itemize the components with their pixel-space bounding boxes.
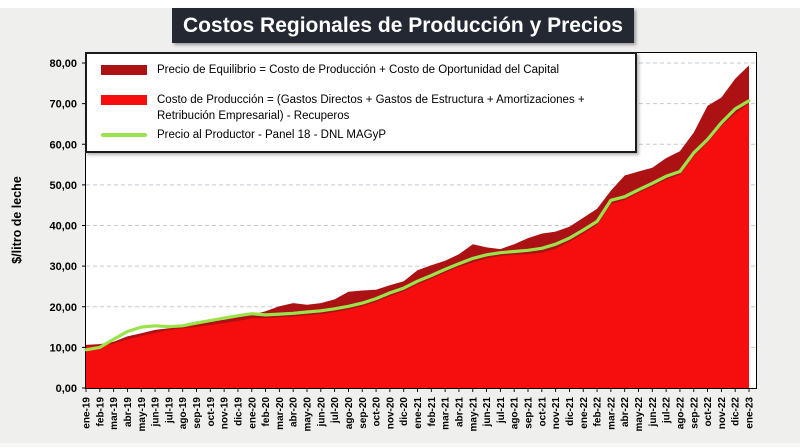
legend-item-costo-produccion: Costo de Producción = (Gastos Directos +…: [97, 92, 625, 124]
svg-text:nov-20: nov-20: [385, 397, 396, 430]
svg-text:abr-21: abr-21: [454, 397, 465, 427]
svg-text:dic-19: dic-19: [233, 397, 244, 426]
chart-legend: Precio de Equilibrio = Costo de Producci…: [85, 52, 637, 153]
svg-text:ene-19: ene-19: [82, 397, 93, 429]
svg-text:20,00: 20,00: [49, 302, 77, 314]
svg-text:10,00: 10,00: [49, 342, 77, 354]
svg-text:jun-22: jun-22: [648, 397, 659, 428]
svg-text:nov-19: nov-19: [220, 397, 231, 430]
svg-text:abr-20: abr-20: [289, 397, 300, 427]
svg-text:ene-20: ene-20: [247, 397, 258, 429]
chart-canvas: 0,00 10,00 20,00 30,00 40,00 50,00 60,00 70,00 8…: [49, 58, 756, 431]
legend-item-precio-equilibrio: Precio de Equilibrio = Costo de Producci…: [97, 62, 625, 78]
svg-text:30,00: 30,00: [49, 261, 77, 273]
svg-text:sep-22: sep-22: [689, 397, 700, 429]
svg-text:oct-19: oct-19: [206, 397, 217, 427]
svg-text:feb-21: feb-21: [427, 397, 438, 427]
svg-text:jun-20: jun-20: [316, 397, 327, 428]
legend-swatch-red: [101, 95, 147, 106]
svg-text:jul-20: jul-20: [330, 397, 341, 425]
svg-text:abr-19: abr-19: [123, 397, 134, 427]
svg-text:nov-22: nov-22: [717, 397, 728, 430]
svg-text:ago-19: ago-19: [178, 397, 189, 430]
svg-text:jun-21: jun-21: [482, 397, 493, 428]
legend-swatch-green-line: [101, 133, 147, 137]
svg-text:oct-20: oct-20: [372, 397, 383, 427]
legend-swatch-dark-red: [101, 65, 147, 75]
legend-label: Precio de Equilibrio = Costo de Producci…: [157, 64, 560, 76]
svg-text:feb-19: feb-19: [95, 397, 106, 427]
svg-text:may-20: may-20: [303, 397, 314, 432]
svg-text:oct-22: oct-22: [703, 397, 714, 427]
legend-label: Costo de Producción = (Gastos Directos +…: [157, 94, 585, 123]
svg-text:jul-21: jul-21: [496, 397, 507, 425]
y-axis-title: $/litro de leche: [10, 176, 24, 264]
bottom-strip: [0, 443, 800, 447]
svg-text:dic-21: dic-21: [565, 397, 576, 426]
svg-text:jun-19: jun-19: [151, 397, 162, 428]
svg-text:70,00: 70,00: [49, 99, 77, 111]
svg-text:ene-21: ene-21: [413, 397, 424, 429]
svg-text:dic-20: dic-20: [399, 397, 410, 426]
svg-text:ago-20: ago-20: [344, 397, 355, 430]
svg-text:sep-21: sep-21: [524, 397, 535, 429]
svg-text:may-19: may-19: [137, 397, 148, 432]
svg-text:jul-19: jul-19: [164, 397, 175, 425]
svg-text:abr-22: abr-22: [620, 397, 631, 427]
svg-text:may-21: may-21: [468, 397, 479, 432]
legend-label: Precio al Productor - Panel 18 - DNL MAG…: [157, 129, 387, 142]
top-white-strip: [0, 0, 800, 8]
svg-text:50,00: 50,00: [49, 180, 77, 192]
svg-text:ene-23: ene-23: [745, 397, 756, 429]
svg-text:mar-20: mar-20: [275, 397, 286, 430]
svg-text:ago-21: ago-21: [510, 397, 521, 430]
svg-text:sep-19: sep-19: [192, 397, 203, 429]
svg-text:80,00: 80,00: [49, 58, 77, 70]
svg-text:may-22: may-22: [634, 397, 645, 432]
svg-text:oct-21: oct-21: [537, 397, 548, 427]
svg-text:ago-22: ago-22: [675, 397, 686, 430]
svg-text:mar-22: mar-22: [606, 397, 617, 430]
svg-text:dic-22: dic-22: [731, 397, 742, 426]
svg-text:nov-21: nov-21: [551, 397, 562, 430]
svg-text:sep-20: sep-20: [358, 397, 369, 429]
svg-text:0,00: 0,00: [56, 383, 77, 395]
svg-text:mar-19: mar-19: [109, 397, 120, 430]
svg-text:40,00: 40,00: [49, 221, 77, 233]
svg-text:mar-21: mar-21: [441, 397, 452, 430]
svg-text:feb-20: feb-20: [261, 397, 272, 427]
svg-text:60,00: 60,00: [49, 139, 77, 151]
page-title: Costos Regionales de Producción y Precio…: [172, 8, 634, 43]
legend-item-precio-productor: Precio al Productor - Panel 18 - DNL MAG…: [97, 127, 625, 143]
svg-text:jul-22: jul-22: [662, 397, 673, 425]
svg-text:ene-22: ene-22: [579, 397, 590, 429]
svg-text:feb-22: feb-22: [593, 397, 604, 427]
